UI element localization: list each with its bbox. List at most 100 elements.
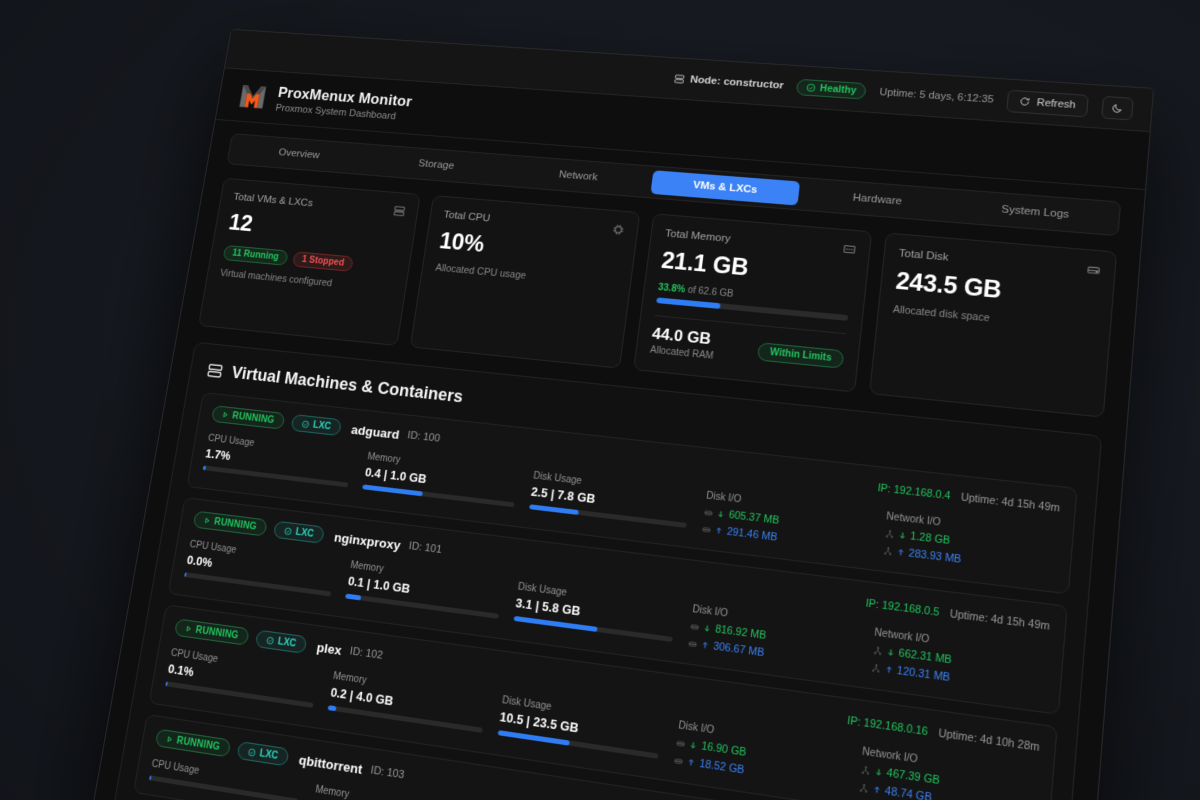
vm-id: ID: 103 — [369, 764, 406, 782]
total-disk-sub: Allocated disk space — [892, 303, 991, 325]
cpu-icon — [611, 223, 626, 237]
vm-name: nginxproxy — [333, 529, 402, 553]
disk-icon — [690, 622, 700, 632]
total-cpu-card: Total CPU 10% Allocated CPU usage — [409, 195, 641, 369]
play-icon — [165, 735, 173, 744]
vm-memory-fill — [345, 593, 362, 601]
node-label: Node: constructor — [689, 73, 785, 91]
memory-total: of 62.6 GB — [686, 285, 734, 300]
total-vms-value: 12 — [227, 210, 255, 237]
vm-cpu-fill — [202, 465, 206, 471]
vm-net-io-metric: Network I/O 1.28 GB 283.93 MB — [882, 511, 1058, 577]
status-badge: Healthy — [796, 78, 867, 100]
vm-name: adguard — [350, 422, 401, 442]
vm-name: qbittorrent — [297, 751, 364, 777]
vm-memory-metric: Memory 0.1 | 1.0 GB — [345, 560, 503, 619]
vm-id: ID: 100 — [406, 429, 441, 445]
dashboard-window: Node: constructor Healthy Uptime: 5 days… — [92, 28, 1155, 800]
total-cpu-label: Total CPU — [442, 209, 491, 225]
vm-type-badge: LXC — [290, 414, 343, 437]
vm-disk-metric: Disk Usage 10.5 | 23.5 GB — [497, 695, 663, 759]
allocated-ram-label: Allocated RAM — [649, 345, 714, 362]
tilted-window-wrapper: Node: constructor Healthy Uptime: 5 days… — [92, 28, 1155, 800]
refresh-button[interactable]: Refresh — [1006, 89, 1089, 117]
play-icon — [184, 624, 192, 633]
network-icon — [883, 546, 893, 556]
vm-status-badge: RUNNING — [211, 405, 286, 430]
vm-uptime: Uptime: 4d 10h 28m — [937, 727, 1041, 755]
running-pill: 11 Running — [222, 244, 289, 266]
box-check-icon — [301, 419, 310, 428]
vm-memory-fill — [362, 484, 424, 497]
vm-section-header: Virtual Machines & Containers — [205, 360, 1080, 473]
moon-icon — [1111, 102, 1124, 114]
vm-disk-metric: Disk Usage 2.5 | 7.8 GB — [528, 471, 691, 528]
vm-ip: IP: 192.168.0.5 — [865, 597, 940, 619]
total-disk-label: Total Disk — [898, 247, 950, 264]
vm-cpu-metric: CPU Usage 0.0% — [184, 539, 337, 597]
vm-name: plex — [315, 639, 343, 658]
card-divider — [654, 315, 847, 335]
vm-disk-io-metric: Disk I/O 16.90 GB 18.52 GB — [673, 720, 846, 791]
play-icon — [221, 411, 229, 419]
vm-disk-fill — [528, 504, 580, 515]
network-icon — [860, 765, 870, 776]
disk-icon — [676, 738, 686, 749]
memory-percent-line: 33.8% of 62.6 GB — [657, 283, 849, 311]
vm-id: ID: 101 — [408, 540, 443, 556]
vm-cpu-metric: CPU Usage 0.1% — [165, 648, 319, 708]
node-indicator: Node: constructor — [673, 73, 784, 91]
vm-disk-metric: Disk Usage 3.1 | 5.8 GB — [513, 582, 677, 642]
total-vms-card: Total VMs & LXCs 12 11 Running 1 Stopped… — [198, 177, 421, 346]
vm-cpu-fill — [148, 775, 152, 781]
vm-meta: IP: 192.168.0.4 Uptime: 4d 15h 49m — [877, 482, 1060, 515]
memory-icon — [842, 242, 857, 256]
hdd-icon — [1086, 263, 1102, 278]
vm-net-io-metric: Network I/O 662.31 MB 120.31 MB — [870, 627, 1047, 696]
vm-cpu-fill — [165, 681, 168, 687]
vm-disk-io-metric: Disk I/O 816.92 MB 306.67 MB — [688, 604, 859, 671]
box-check-icon — [266, 635, 276, 645]
total-memory-value: 21.1 GB — [659, 247, 750, 282]
network-icon — [872, 645, 882, 655]
stopped-pill: 1 Stopped — [291, 251, 354, 272]
total-disk-value: 243.5 GB — [894, 267, 1003, 304]
status-badge-label: Healthy — [819, 82, 857, 96]
network-icon — [871, 663, 881, 674]
vm-status-badge: RUNNING — [173, 618, 250, 646]
check-circle-icon — [806, 83, 817, 93]
vm-uptime: Uptime: 4d 15h 49m — [960, 491, 1061, 515]
vm-type-badge: LXC — [236, 741, 290, 767]
containers-icon — [205, 361, 224, 380]
allocated-ram-row: 44.0 GB Allocated RAM Within Limits — [649, 325, 845, 374]
box-check-icon — [247, 747, 257, 757]
total-vms-sub: Virtual machines configured — [219, 267, 333, 289]
refresh-icon — [1019, 96, 1031, 107]
vm-ip: IP: 192.168.0.16 — [846, 714, 929, 739]
vm-status-badge: RUNNING — [154, 728, 232, 758]
vm-cpu-fill — [184, 572, 187, 578]
proxmenux-m-logo-icon — [236, 81, 270, 112]
vm-memory-metric: Memory 0.4 | 1.0 GB — [362, 452, 519, 508]
vm-ip: IP: 192.168.0.4 — [877, 482, 952, 503]
server-icon — [392, 204, 406, 217]
vm-disk-io-metric: Disk I/O 605.37 MB 291.46 MB — [702, 491, 871, 555]
vm-cpu-metric: CPU Usage 1.7% — [202, 433, 354, 488]
vm-type-badge: LXC — [254, 629, 308, 654]
theme-toggle-button[interactable] — [1101, 95, 1134, 120]
total-cpu-value: 10% — [437, 228, 486, 258]
disk-icon — [702, 524, 712, 534]
vm-status-badge: RUNNING — [192, 510, 268, 537]
vm-memory-fill — [327, 705, 337, 712]
network-icon — [884, 529, 894, 539]
refresh-label: Refresh — [1036, 96, 1077, 111]
app-header: ProxMenux Monitor Proxmox System Dashboa… — [215, 68, 1150, 191]
vm-net-io-metric: Network I/O 467.39 GB 48.74 GB — [858, 746, 1037, 800]
total-memory-card: Total Memory 21.1 GB 33.8% of 62.6 GB 44… — [633, 213, 873, 393]
vm-uptime: Uptime: 4d 15h 49m — [949, 607, 1051, 633]
disk-icon — [704, 508, 714, 518]
memory-percent: 33.8% — [657, 282, 686, 296]
vm-memory-metric: Memory 0.2 | 4.0 GB — [327, 671, 488, 733]
play-icon — [203, 516, 211, 524]
